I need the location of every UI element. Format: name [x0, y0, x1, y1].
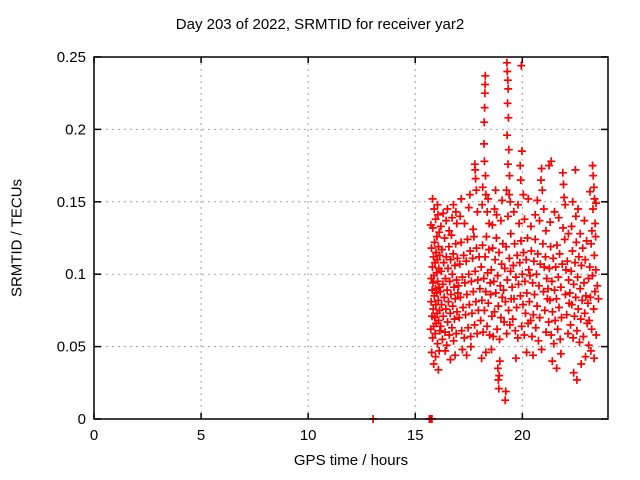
x-tick-label: 10: [300, 427, 317, 444]
plot-border: [93, 56, 609, 420]
x-tick-label: 0: [90, 427, 98, 444]
chart-title: Day 203 of 2022, SRMTID for receiver yar…: [175, 16, 465, 33]
y-tick-label: 0.15: [57, 194, 86, 211]
y-tick-label: 0.05: [57, 339, 86, 356]
y-tick-label: 0.1: [65, 266, 86, 283]
y-tick-label: 0.2: [65, 121, 86, 138]
x-tick-label: 5: [197, 427, 205, 444]
x-tick-label: 15: [407, 427, 424, 444]
y-tick-label: 0.25: [57, 49, 86, 66]
x-axis-label: GPS time / hours: [293, 452, 409, 469]
x-tick-label: 20: [514, 427, 531, 444]
data-points: [369, 58, 603, 423]
y-tick-label: 0: [78, 411, 86, 428]
